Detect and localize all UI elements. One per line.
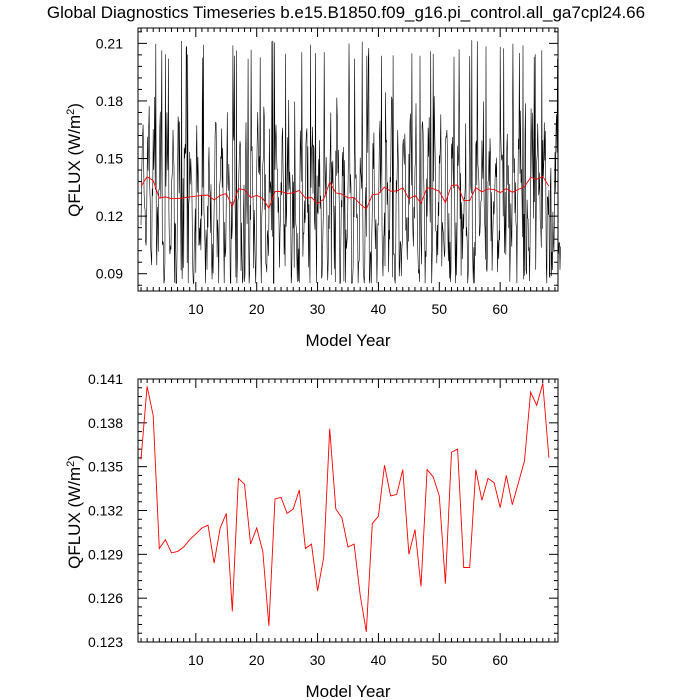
monthly-series-line <box>140 40 561 285</box>
y-tick-label: 0.126 <box>88 590 123 606</box>
x-tick-label: 40 <box>371 301 387 317</box>
bottom-chart: 10 20 30 40 50 60 0.123 0.126 0.129 0.132 0.135 0.1… <box>65 371 559 700</box>
top-chart-y-axis-label: QFLUX (W/m2) <box>65 103 84 217</box>
y-tick-label: 0.12 <box>96 208 123 224</box>
bottom-chart-x-axis-label: Model Year <box>305 682 390 700</box>
top-chart: 10 20 30 40 50 60 0.09 0.12 0.15 0.18 0.21 Model Y… <box>65 27 561 350</box>
y-tick-label: 0.21 <box>96 35 123 51</box>
y-tick-label: 0.15 <box>96 151 123 167</box>
bottom-chart-ticks <box>138 378 558 643</box>
annual-series-line <box>140 175 550 210</box>
y-tick-label: 0.141 <box>88 371 123 387</box>
x-tick-label: 20 <box>249 652 265 668</box>
x-tick-label: 10 <box>188 301 204 317</box>
y-tick-label: 0.09 <box>96 266 123 282</box>
y-tick-label: 0.138 <box>88 415 123 431</box>
x-tick-label: 60 <box>492 301 508 317</box>
y-tick-label: 0.135 <box>88 459 123 475</box>
top-chart-ticks <box>138 28 558 291</box>
x-tick-label: 60 <box>492 652 508 668</box>
x-tick-label: 20 <box>249 301 265 317</box>
x-tick-label: 40 <box>371 652 387 668</box>
y-tick-label: 0.132 <box>88 503 123 519</box>
bottom-chart-y-axis-label: QFLUX (W/m2) <box>65 455 84 569</box>
y-tick-label: 0.18 <box>96 93 123 109</box>
bottom-chart-tick-labels: 10 20 30 40 50 60 0.123 0.126 0.129 0.132 0.135 0.1… <box>88 371 508 668</box>
x-tick-label: 30 <box>310 652 326 668</box>
x-tick-label: 50 <box>432 652 448 668</box>
bottom-chart-frame <box>137 378 559 643</box>
top-chart-lines <box>140 40 561 285</box>
x-tick-label: 10 <box>188 652 204 668</box>
x-tick-label: 30 <box>310 301 326 317</box>
x-tick-label: 50 <box>432 301 448 317</box>
top-chart-x-axis-label: Model Year <box>305 331 390 350</box>
top-chart-tick-labels: 10 20 30 40 50 60 0.09 0.12 0.15 0.18 0.21 <box>96 35 508 317</box>
top-chart-frame <box>137 27 559 292</box>
figure-title: Global Diagnostics Timeseries b.e15.B185… <box>47 3 645 22</box>
bottom-chart-lines <box>140 383 550 632</box>
y-tick-label: 0.129 <box>88 546 123 562</box>
annual-series-line <box>140 383 550 632</box>
y-tick-label: 0.123 <box>88 634 123 650</box>
